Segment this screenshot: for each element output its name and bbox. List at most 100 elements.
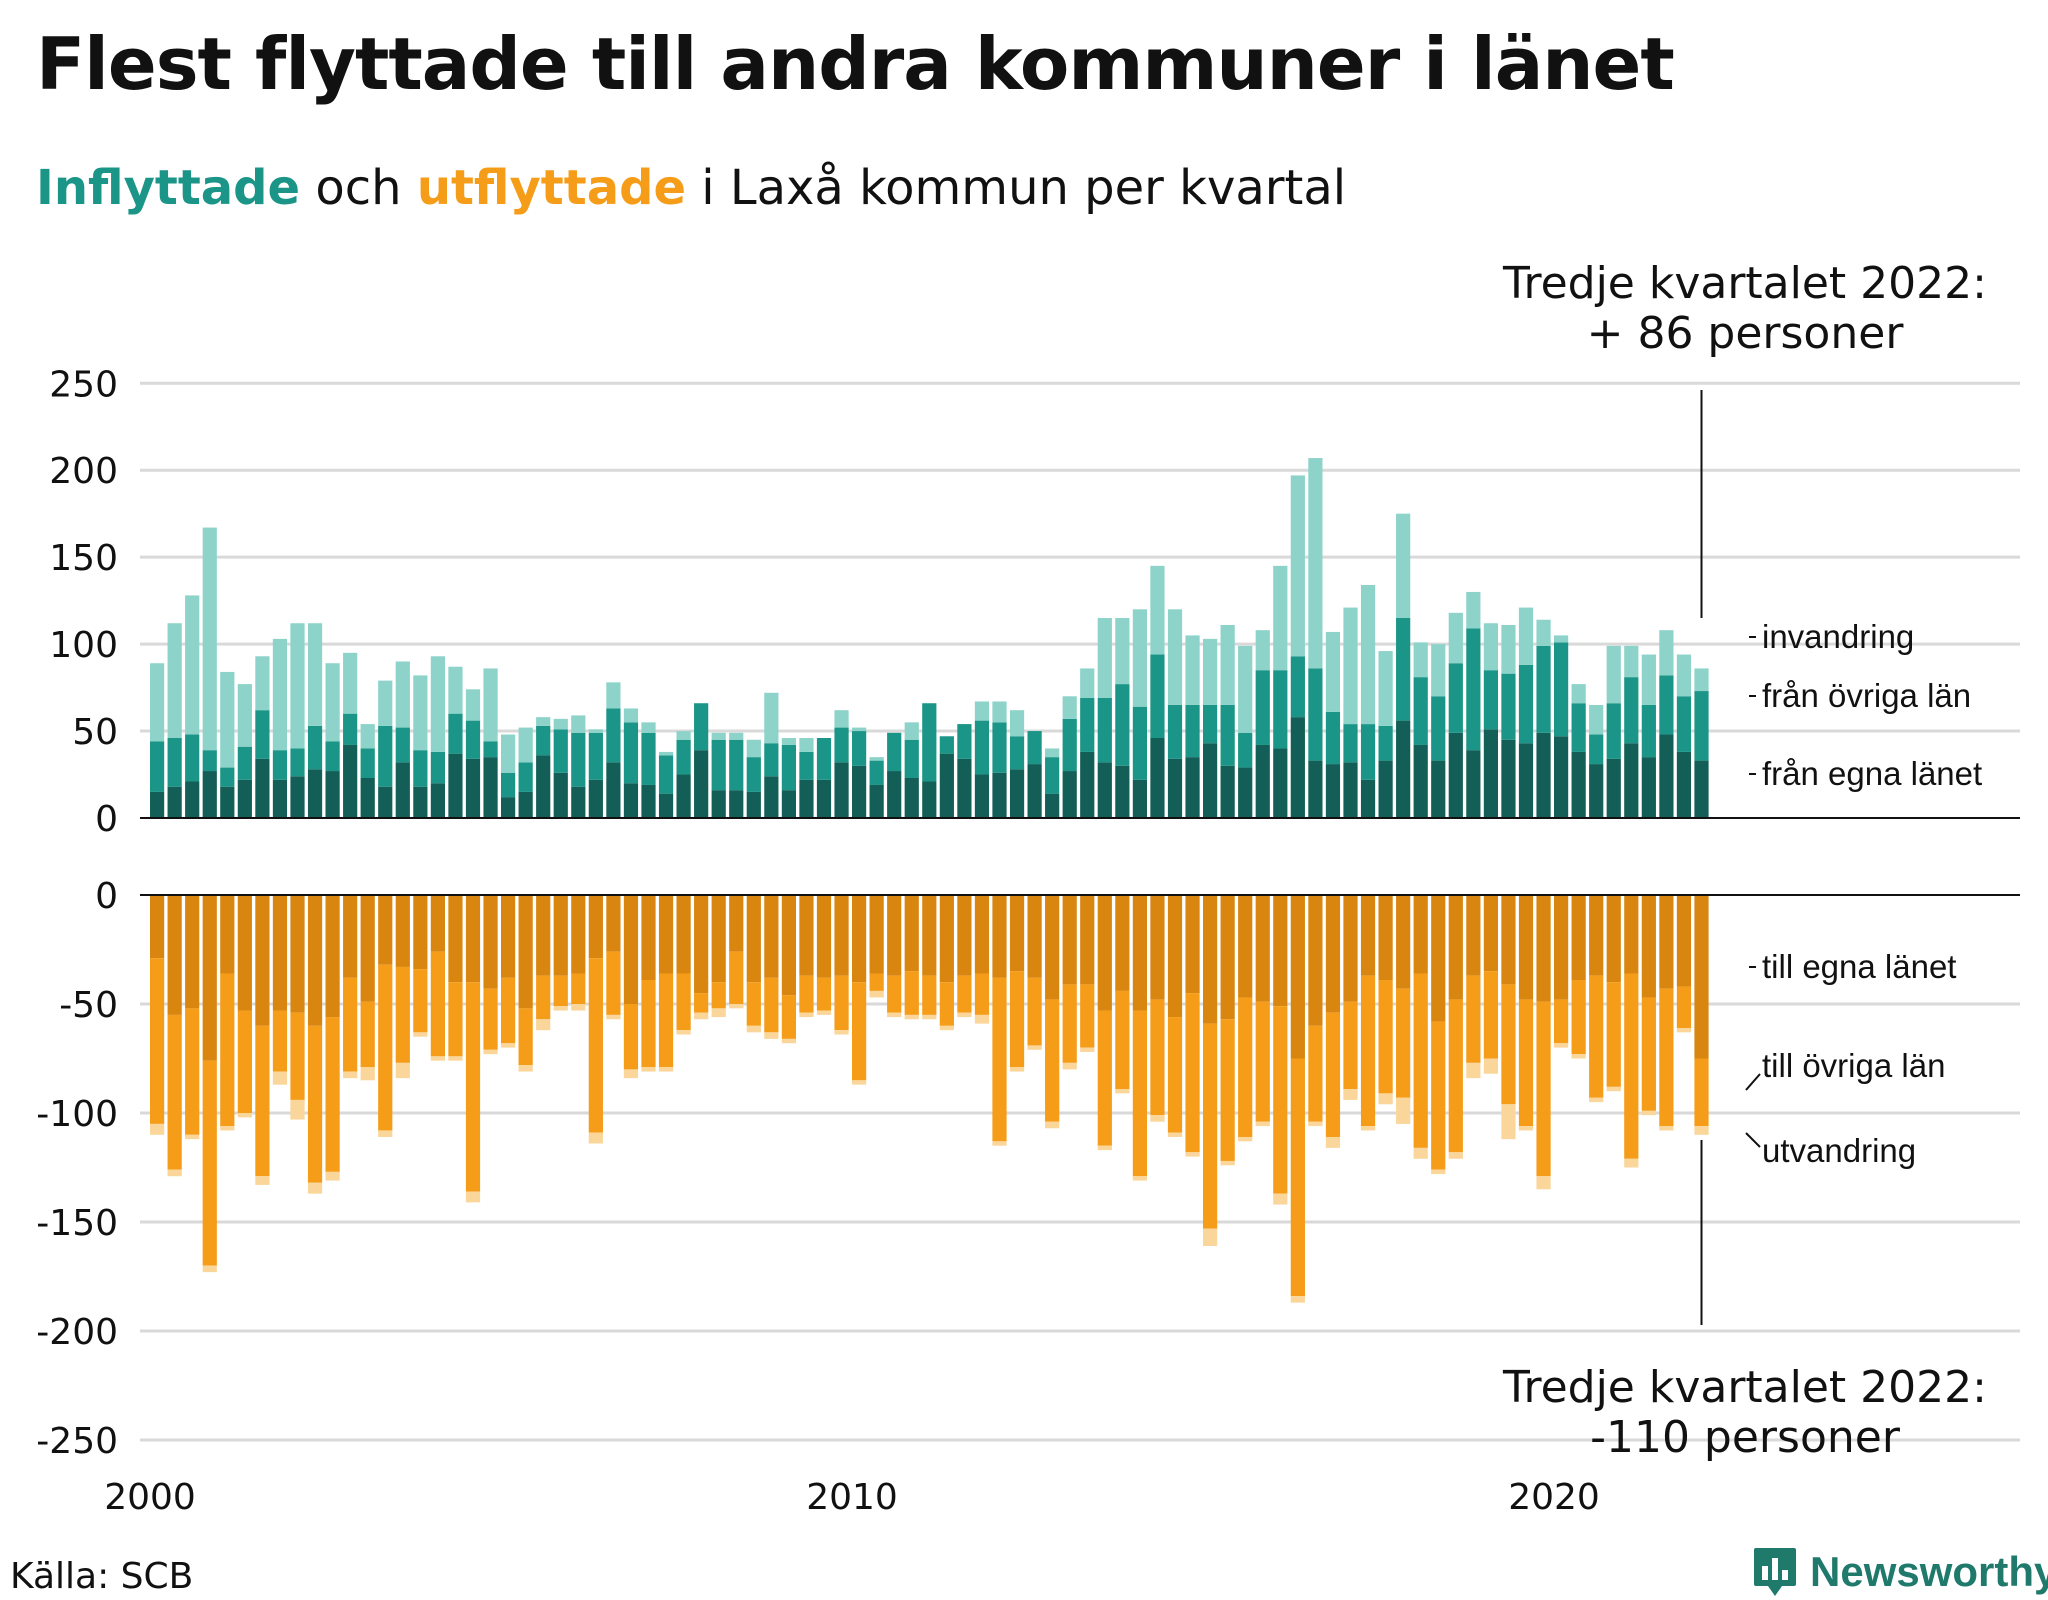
bar-fran-ovriga-lan <box>1641 704 1656 758</box>
bar-fran-ovriga-lan <box>1518 664 1534 744</box>
bar-invandring <box>1150 565 1165 655</box>
bar-utvandring <box>1360 1126 1376 1131</box>
brand-name: Newsworthy <box>1810 1548 2048 1595</box>
bar-invandring <box>395 661 410 728</box>
bar-till-egna-lanet <box>1220 895 1235 1020</box>
bar-utvandring <box>1097 1145 1112 1151</box>
bar-fran-ovriga-lan <box>553 729 568 773</box>
bar-till-egna-lanet <box>1659 895 1674 989</box>
bar-fran-ovriga-lan <box>378 725 393 787</box>
bar-till-egna-lanet <box>1396 895 1411 989</box>
series-label-out: till övriga län <box>1762 1047 1945 1084</box>
bar-utvandring <box>536 1019 551 1031</box>
bar-fran-ovriga-lan <box>1273 670 1288 749</box>
bar-till-ovriga-lan <box>536 975 551 1020</box>
bar-invandring <box>1431 644 1446 697</box>
bar-fran-egna-lanet <box>518 791 533 818</box>
bar-till-ovriga-lan <box>1554 999 1569 1044</box>
bar-fran-egna-lanet <box>1062 771 1077 818</box>
bar-fran-ovriga-lan <box>1080 698 1095 752</box>
bar-till-egna-lanet <box>501 895 516 978</box>
bar-till-ovriga-lan <box>694 993 709 1013</box>
bar-invandring <box>255 656 270 711</box>
bar-till-ovriga-lan <box>1483 971 1498 1059</box>
bar-fran-egna-lanet <box>1185 757 1200 818</box>
bar-till-ovriga-lan <box>395 966 410 1063</box>
bar-fran-egna-lanet <box>922 781 937 818</box>
bar-till-egna-lanet <box>834 895 849 976</box>
bar-utvandring <box>465 1191 481 1203</box>
bar-utvandring <box>185 1134 200 1140</box>
bar-invandring <box>1009 710 1025 737</box>
bar-fran-egna-lanet <box>641 784 656 818</box>
bar-till-ovriga-lan <box>1115 990 1130 1090</box>
bar-invandring <box>1255 630 1270 671</box>
bar-fran-ovriga-lan <box>343 713 358 745</box>
bar-fran-ovriga-lan <box>1413 677 1428 745</box>
bar-till-ovriga-lan <box>1220 1019 1235 1161</box>
bar-till-ovriga-lan <box>957 975 972 1013</box>
bar-till-egna-lanet <box>974 895 990 974</box>
y-tick-label-out: -150 <box>36 1203 118 1244</box>
bar-fran-egna-lanet <box>272 779 288 818</box>
bar-till-egna-lanet <box>220 895 235 974</box>
bar-fran-ovriga-lan <box>1325 711 1341 765</box>
bar-utvandring <box>957 1012 972 1018</box>
bar-till-ovriga-lan <box>430 951 445 1057</box>
bar-invandring <box>430 656 445 752</box>
bar-invandring <box>518 727 533 763</box>
bar-till-egna-lanet <box>290 895 305 1013</box>
bar-fran-ovriga-lan <box>220 767 235 787</box>
bar-utvandring <box>974 1014 990 1024</box>
bar-till-egna-lanet <box>588 895 603 959</box>
bar-fran-ovriga-lan <box>1589 734 1604 765</box>
bar-utvandring <box>1606 1086 1621 1092</box>
bar-utvandring <box>1641 1110 1656 1116</box>
bar-fran-ovriga-lan <box>167 738 182 787</box>
bar-fran-egna-lanet <box>571 786 586 818</box>
bar-till-ovriga-lan <box>185 1008 200 1135</box>
bar-till-egna-lanet <box>430 895 445 952</box>
bar-fran-ovriga-lan <box>255 710 270 759</box>
bar-fran-ovriga-lan <box>307 725 323 770</box>
bar-invandring <box>1132 609 1147 707</box>
bar-invandring <box>799 738 814 752</box>
bar-till-egna-lanet <box>1255 895 1270 1002</box>
bar-invandring <box>1308 458 1323 669</box>
bar-fran-ovriga-lan <box>1396 618 1411 721</box>
bar-till-ovriga-lan <box>1501 984 1516 1105</box>
bar-fran-egna-lanet <box>150 791 165 818</box>
bar-fran-egna-lanet <box>1589 764 1604 818</box>
bar-invandring <box>658 751 674 756</box>
bar-till-egna-lanet <box>1624 895 1639 974</box>
bar-utvandring <box>430 1056 445 1061</box>
bar-till-ovriga-lan <box>869 973 884 991</box>
bar-utvandring <box>1062 1062 1077 1070</box>
bar-utvandring <box>483 1049 498 1055</box>
bar-invandring <box>571 715 586 733</box>
bar-fran-ovriga-lan <box>185 734 200 782</box>
bar-fran-ovriga-lan <box>852 731 867 766</box>
bar-fran-ovriga-lan <box>658 755 674 794</box>
bar-fran-ovriga-lan <box>1290 656 1305 718</box>
bar-utvandring <box>413 1032 428 1037</box>
bar-utvandring <box>746 1025 761 1033</box>
bar-invandring <box>1273 565 1288 671</box>
bar-till-ovriga-lan <box>1431 1021 1446 1170</box>
bar-till-egna-lanet <box>1273 895 1288 1007</box>
bar-utvandring <box>992 1141 1007 1146</box>
bar-invandring <box>378 680 393 726</box>
bar-utvandring <box>307 1182 323 1194</box>
bar-fran-egna-lanet <box>834 762 849 818</box>
bar-fran-egna-lanet <box>1501 739 1516 818</box>
bar-fran-egna-lanet <box>1220 765 1235 818</box>
bar-till-ovriga-lan <box>255 1025 270 1177</box>
bar-till-egna-lanet <box>623 895 639 1004</box>
bar-till-ovriga-lan <box>571 973 586 1004</box>
bar-till-egna-lanet <box>641 895 656 981</box>
bar-utvandring <box>1132 1176 1147 1181</box>
bar-till-ovriga-lan <box>1413 973 1428 1148</box>
bar-till-ovriga-lan <box>1676 986 1692 1028</box>
bar-till-egna-lanet <box>1571 895 1586 981</box>
bar-utvandring <box>1448 1152 1463 1159</box>
